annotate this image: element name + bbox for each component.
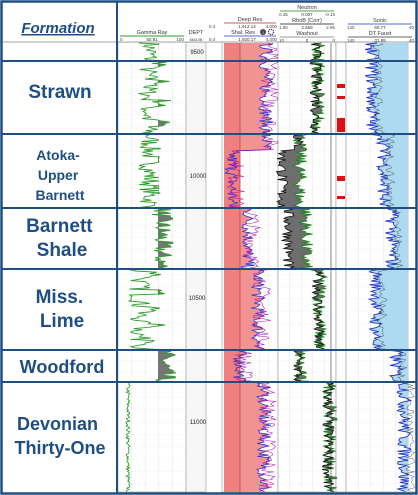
gamma-ray-mid: 50.91 xyxy=(146,37,158,42)
edge-track xyxy=(407,41,417,493)
shal-res-curve xyxy=(226,42,280,492)
deep-res-mid: 1,912.14 xyxy=(238,24,256,29)
dt-faust-mid: 31.89 xyxy=(374,38,386,43)
rhob-title: RhoB (Corr) xyxy=(292,18,322,24)
dept-sub: 5463.0B xyxy=(190,38,203,42)
sonic-mid: 50.77 xyxy=(374,25,386,30)
shal-res-min: 0.4 xyxy=(209,37,216,42)
sonic-title: Sonic xyxy=(373,18,387,24)
deep-res-curve xyxy=(224,42,274,492)
depth-tick: 10500 xyxy=(189,296,206,302)
depth-ticks: 9500 10000 10500 11000 xyxy=(189,50,207,426)
deep-res-min: 0.4 xyxy=(209,24,216,29)
flag-mark xyxy=(337,96,345,99)
formation-label-barnett-shale: Barnett Shale xyxy=(26,216,98,261)
deep-res-fill xyxy=(225,43,273,492)
formation-label-miss-lime: Miss. Lime xyxy=(36,287,89,332)
gamma-track xyxy=(117,41,187,493)
flag-mark xyxy=(337,118,345,124)
flag-mark xyxy=(337,196,345,199)
dt-faust-title: DT Faust xyxy=(369,31,392,37)
flag-track xyxy=(335,41,347,493)
formation-label-atoka-upper-barnett: Atoka- Upper Barnett xyxy=(35,147,84,203)
neutron-max: -0.15 xyxy=(325,12,336,17)
deep-res-title: Deep Res xyxy=(238,17,263,23)
dt-faust-curve xyxy=(372,42,416,492)
formation-title: Formation xyxy=(21,20,94,37)
sonic-curve xyxy=(364,42,413,492)
neutron-title: Neutron xyxy=(297,5,317,11)
density-curve xyxy=(275,42,335,492)
svg-text:i: i xyxy=(262,30,263,35)
gamma-ray-curve xyxy=(124,42,177,492)
washout-title: Washout xyxy=(296,31,318,37)
flag-mark xyxy=(337,84,345,88)
rhob-max: 2.95 xyxy=(326,25,335,30)
dt-faust-min: 140 xyxy=(347,38,355,43)
washout-min: 10 xyxy=(279,38,285,43)
rhob-mid: 2.669 xyxy=(301,25,313,30)
sonic-min: 140 xyxy=(347,25,355,30)
neutron-mid: 0.007 xyxy=(301,12,313,17)
log-curves xyxy=(124,42,416,492)
washout-mid: 0 xyxy=(306,38,309,43)
shal-res-title: Shal. Res xyxy=(231,30,255,36)
resistivity-fill xyxy=(224,43,240,492)
shal-res-max: 4,000 xyxy=(266,37,278,42)
rhob-min: 1.95 xyxy=(279,25,288,30)
flag-mark xyxy=(337,124,345,132)
gear-icon[interactable] xyxy=(267,28,275,36)
shal-res-mid: 1,920.17 xyxy=(238,37,256,42)
formation-label-devonian-thirty-one: Devonian Thirty-One xyxy=(14,414,105,458)
depth-tick: 10000 xyxy=(190,174,207,180)
dt-faust-max: 40 xyxy=(409,38,415,43)
gamma-ray-title: Gamma Ray xyxy=(137,30,168,36)
dept-title: DEPT xyxy=(189,30,204,36)
formation-label-woodford: Woodford xyxy=(20,357,105,377)
flag-mark xyxy=(337,176,345,181)
info-icon[interactable] xyxy=(260,29,266,35)
neutron-min: 0.45 xyxy=(279,12,288,17)
washout-max: 0 xyxy=(332,38,335,43)
depth-tick: 9500 xyxy=(190,50,204,56)
gamma-ray-min: 0 xyxy=(120,37,123,42)
density-neutron-fill xyxy=(276,43,337,492)
formation-label-strawn: Strawn xyxy=(28,82,91,103)
depth-tick: 11000 xyxy=(190,420,207,426)
sonic-max: 40 xyxy=(409,25,415,30)
log-header: Formation Gamma Ray 0 50.91 150 DEPT 546… xyxy=(0,0,418,43)
sonic-fill xyxy=(365,43,411,492)
gamma-ray-max: 150 xyxy=(176,37,184,42)
deep-res-max: 4,000 xyxy=(266,24,278,29)
